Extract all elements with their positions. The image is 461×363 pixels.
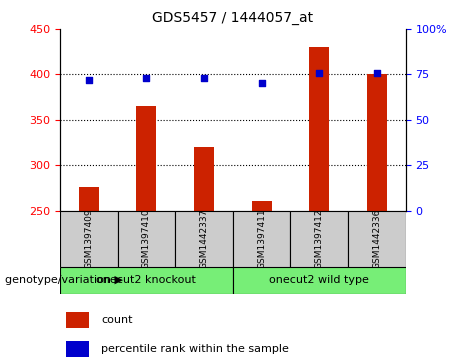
Point	[142, 75, 150, 81]
Text: GSM1442336: GSM1442336	[372, 208, 381, 269]
Text: GSM1397411: GSM1397411	[257, 208, 266, 269]
Point	[85, 77, 92, 83]
Point	[373, 70, 381, 76]
Bar	[252, 200, 272, 211]
Point	[315, 70, 323, 76]
Bar	[65, 312, 89, 328]
Bar	[136, 106, 156, 211]
Bar	[60, 267, 233, 294]
Bar	[79, 187, 99, 211]
Text: count: count	[101, 315, 132, 325]
Bar	[60, 211, 118, 267]
Bar	[65, 341, 89, 357]
Bar	[194, 147, 214, 211]
Bar	[290, 211, 348, 267]
Bar	[348, 211, 406, 267]
Text: GSM1397409: GSM1397409	[84, 208, 93, 269]
Text: GSM1397410: GSM1397410	[142, 208, 151, 269]
Text: genotype/variation ▶: genotype/variation ▶	[5, 275, 123, 285]
Point	[258, 81, 266, 86]
Text: onecut2 knockout: onecut2 knockout	[96, 276, 196, 285]
Bar	[233, 211, 290, 267]
Text: GSM1397412: GSM1397412	[315, 208, 324, 269]
Bar	[175, 211, 233, 267]
Bar	[118, 211, 175, 267]
Bar	[233, 267, 406, 294]
Text: onecut2 wild type: onecut2 wild type	[269, 276, 369, 285]
Text: GSM1442337: GSM1442337	[200, 208, 208, 269]
Bar	[367, 74, 387, 211]
Bar	[309, 47, 329, 211]
Text: percentile rank within the sample: percentile rank within the sample	[101, 344, 289, 354]
Point	[200, 75, 207, 81]
Title: GDS5457 / 1444057_at: GDS5457 / 1444057_at	[152, 11, 313, 25]
